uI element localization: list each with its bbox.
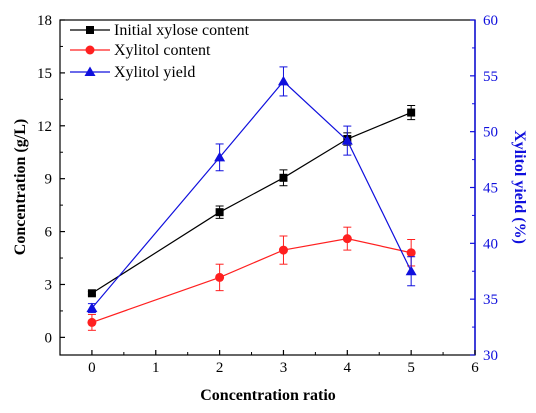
y-tick-label: 6 (45, 225, 53, 241)
data-point-triangle (86, 302, 98, 313)
legend-marker-xylitol-yield (84, 66, 96, 76)
legend-label-initial-xylose: Initial xylose content (114, 22, 250, 39)
y-tick-label: 0 (45, 330, 53, 346)
data-point-square (407, 108, 416, 117)
x-tick-label: 0 (88, 360, 96, 376)
data-point-triangle (341, 135, 353, 145)
y-tick-label: 3 (45, 277, 53, 293)
legend-marker-initial-xylose (86, 26, 94, 34)
y-tick-label: 9 (45, 172, 53, 188)
data-point-circle (406, 248, 416, 258)
legend-label-xylitol-yield: Xylitol yield (114, 64, 195, 81)
data-point-square (87, 289, 96, 298)
data-point-triangle (277, 75, 289, 86)
y2-tick-label: 35 (483, 292, 498, 308)
data-point-square (215, 208, 224, 217)
y-tick-label: 18 (37, 13, 52, 29)
y2-tick-label: 55 (483, 69, 498, 85)
y2-tick-label: 50 (483, 125, 498, 141)
y-axis-title: Concentration (g/L) (12, 119, 29, 255)
y2-tick-label: 45 (483, 181, 498, 197)
legend: Initial xylose content Xylitol content X… (70, 22, 250, 81)
y2-axis-title: Xylitol yield (%) (511, 130, 528, 244)
y2-tick-label: 60 (483, 13, 498, 29)
x-tick-label: 3 (280, 360, 288, 376)
y-tick-label: 15 (37, 66, 52, 82)
x-tick-label: 2 (216, 360, 224, 376)
data-point-circle (215, 272, 225, 282)
x-tick-label: 4 (344, 360, 352, 376)
y2-tick-label: 40 (483, 236, 498, 252)
data-point-circle (87, 317, 97, 327)
series-line-0 (91, 112, 412, 294)
data-point-circle (278, 245, 288, 255)
legend-label-xylitol-content: Xylitol content (114, 42, 211, 59)
x-tick-label: 6 (471, 360, 479, 376)
legend-marker-xylitol-content (85, 45, 95, 55)
data-point-triangle (214, 151, 226, 162)
data-point-triangle (405, 265, 417, 276)
y2-tick-label: 30 (483, 348, 498, 364)
x-tick-label: 1 (152, 360, 160, 376)
data-point-square (279, 173, 288, 182)
data-point-circle (342, 234, 352, 244)
x-axis-title: Concentration ratio (200, 387, 336, 404)
y-tick-label: 12 (37, 119, 52, 135)
x-tick-label: 5 (407, 360, 415, 376)
